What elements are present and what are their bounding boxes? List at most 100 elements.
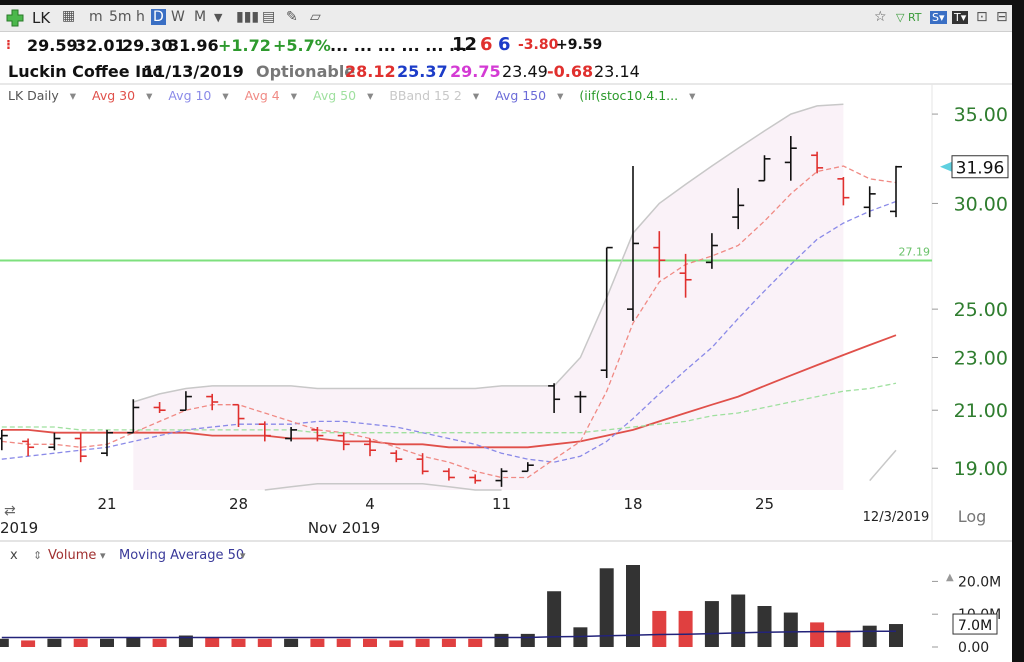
date: 11/13/2019 <box>143 62 244 81</box>
last-volume: 7.0M <box>958 618 992 634</box>
volume-bar <box>889 624 903 647</box>
y-tick-label: 19.00 <box>954 458 1008 480</box>
stat: -0.68 <box>547 62 594 81</box>
volume-bar <box>810 622 825 647</box>
add-icon[interactable] <box>6 9 24 27</box>
dropdown-arrow[interactable]: ▾ <box>290 88 298 103</box>
icon[interactable]: ⊡ <box>976 9 988 25</box>
legend-label[interactable]: (iif(stoc10.4.1... <box>579 88 679 103</box>
volume-bar <box>704 601 719 647</box>
year-label: 2019 <box>0 519 38 537</box>
legend-item: BBand 15 2 ▾ <box>389 88 487 103</box>
volume-bar <box>862 625 877 647</box>
volume-bar <box>652 610 667 647</box>
interval-selected[interactable]: D <box>151 9 166 25</box>
open: 29.59 <box>27 36 78 55</box>
dropdown-arrow[interactable]: ▾ <box>689 88 696 103</box>
optionable: Optionable <box>256 62 356 81</box>
y-tick-label: 30.00 <box>954 193 1008 215</box>
icon[interactable]: ▱ <box>310 9 321 25</box>
volume-bar <box>547 591 562 647</box>
legend-label[interactable]: Avg 30 <box>92 88 136 103</box>
dropdown-arrow[interactable]: ▾ <box>367 88 374 103</box>
window-edge <box>1012 0 1024 662</box>
legend-label: Volume <box>48 548 96 563</box>
x-tick-label: 28 <box>229 495 248 513</box>
volume-bar <box>178 635 193 647</box>
low: 29.30 <box>122 36 173 55</box>
dropdown-arrow[interactable]: ▾ <box>557 88 564 103</box>
moving-average <box>1 382 897 434</box>
stat: 29.75 <box>450 62 501 81</box>
icon[interactable]: ▮▮▮ <box>236 9 260 25</box>
interval[interactable]: W <box>171 9 185 25</box>
icon[interactable]: ✎ <box>286 9 298 25</box>
dots: ... ... ... ... ... ... <box>330 36 468 55</box>
volume-bar <box>783 612 798 647</box>
scale-label: Log <box>958 507 987 526</box>
legend-label[interactable]: Avg 150 <box>495 88 547 103</box>
icon[interactable]: T▾ <box>952 11 969 24</box>
n3: 6 <box>498 34 511 55</box>
change: +1.72 <box>218 36 271 55</box>
legend-label[interactable]: Avg 50 <box>313 88 357 103</box>
dropdown[interactable]: ▼ <box>214 11 223 24</box>
legend-label[interactable]: BBand 15 2 <box>389 88 462 103</box>
icon[interactable]: ☆ <box>874 9 887 25</box>
y-tick-label: 20.0M <box>958 574 1001 590</box>
interval[interactable]: 5m <box>109 9 132 25</box>
legend-item: (iif(stoc10.4.1... ▾ <box>579 88 703 103</box>
v2: +9.59 <box>556 37 603 53</box>
legend-label[interactable]: LK Daily <box>8 88 59 103</box>
icon[interactable]: S▾ <box>930 11 947 24</box>
y-tick-label: 0.00 <box>958 640 989 656</box>
scroll-arrow: ▲ <box>946 572 954 583</box>
icon[interactable]: ▦ <box>62 8 76 24</box>
volume-bar <box>363 638 377 647</box>
volume-bar <box>205 637 220 647</box>
close-button[interactable]: x <box>10 548 18 563</box>
icon[interactable]: ▤ <box>262 9 276 25</box>
legend-arrows: ⇕ <box>33 549 42 562</box>
month-label: Nov 2019 <box>308 519 380 537</box>
legend-label[interactable]: Avg 10 <box>168 88 212 103</box>
level-label: 27.19 <box>899 245 931 258</box>
volume-bar <box>310 638 325 647</box>
dropdown-arrow[interactable]: ▾ <box>146 88 153 103</box>
change-pct: +5.7% <box>273 36 331 55</box>
y-tick-label: 25.00 <box>954 299 1008 321</box>
legend-item: Avg 30 ▾ <box>92 88 160 103</box>
interval[interactable]: h <box>136 9 145 25</box>
refresh-icon[interactable]: ⇄ <box>4 503 16 519</box>
dropdown-arrow[interactable]: ▾ <box>472 88 480 103</box>
stat: 23.14 <box>594 62 640 81</box>
volume-bar <box>257 638 272 647</box>
legend: LK Daily ▾ Avg 30 ▾ Avg 10 ▾ Avg 4 ▾ Avg 50 ▾ BBan… <box>8 88 711 103</box>
n1: 12 <box>452 34 478 55</box>
moving-average <box>1 200 897 463</box>
volume-box <box>952 613 998 635</box>
symbol[interactable]: LK <box>32 9 51 27</box>
volume-bar <box>599 568 614 647</box>
legend-item: Avg 4 ▾ <box>245 88 305 103</box>
volume-bar <box>494 633 509 647</box>
y-tick-label: 35.00 <box>954 104 1008 126</box>
x-tick-label: 11 <box>492 495 511 513</box>
quote-panel: ⁝ 29.59 32.01 29.30 31.96 +1.72 +5.7% ..… <box>0 32 1024 84</box>
n2: 6 <box>480 34 493 55</box>
interval[interactable]: M <box>194 9 207 25</box>
icon[interactable]: ⊟ <box>996 9 1008 25</box>
price-pointer <box>940 161 952 172</box>
dropdown-arrow[interactable]: ▾ <box>222 88 229 103</box>
icon[interactable]: ▽ RT <box>896 11 922 24</box>
legend-arrows: ▾ <box>240 549 246 562</box>
moving-average <box>1 334 897 449</box>
v1: -3.80 <box>518 37 559 53</box>
toolbar: LK ▦ m 5m h D W M ▼ ▮▮▮ ▤ ✎ ▱ ☆ ▽ RT S▾ … <box>0 5 1024 32</box>
dropdown-arrow[interactable]: ▾ <box>69 88 77 103</box>
band-lower <box>264 449 897 491</box>
legend-label[interactable]: Avg 4 <box>244 88 280 103</box>
interval[interactable]: m <box>89 9 103 25</box>
